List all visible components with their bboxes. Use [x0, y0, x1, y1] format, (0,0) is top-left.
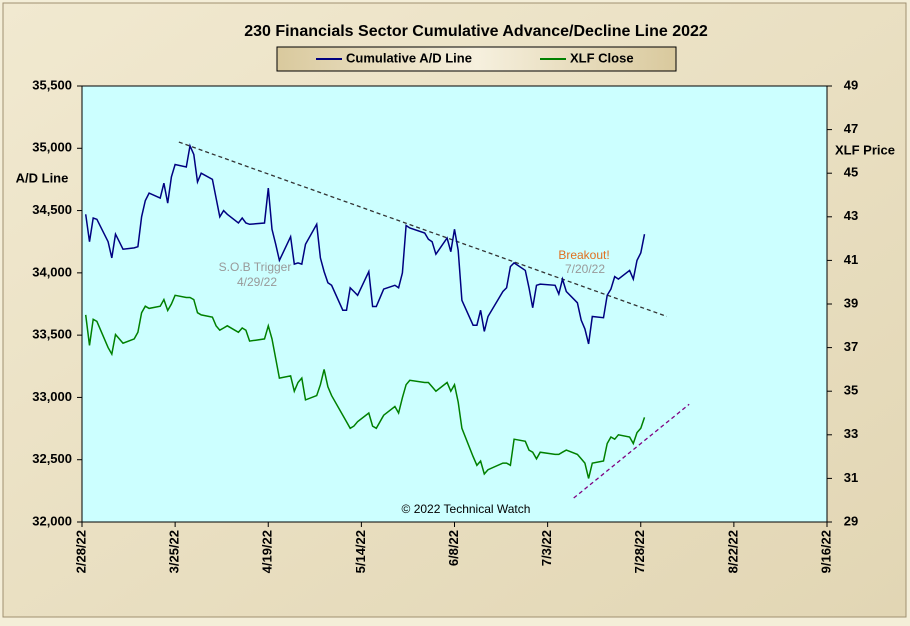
- legend: [276, 46, 677, 72]
- x-tick-label: 8/22/22: [725, 530, 740, 573]
- x-tick-label: 9/16/22: [818, 530, 833, 573]
- x-tick-label: 6/8/22: [446, 530, 461, 566]
- y2-tick-label: 35: [844, 383, 858, 398]
- legend-label: Cumulative A/D Line: [346, 50, 472, 65]
- y-tick-label: 33,500: [32, 327, 72, 342]
- series-line: [84, 294, 646, 479]
- y-tick-label: 32,500: [32, 451, 72, 466]
- trend-line: [573, 403, 690, 499]
- y2-tick-label: 43: [844, 208, 858, 223]
- chart-title: 230 Financials Sector Cumulative Advance…: [244, 23, 708, 40]
- x-tick-label: 5/14/22: [353, 530, 368, 573]
- y2-tick-label: 45: [844, 165, 858, 180]
- legend-label: XLF Close: [570, 50, 634, 65]
- y2-tick-label: 39: [844, 295, 858, 310]
- y2-tick-label: 29: [844, 513, 858, 528]
- y-axis-label: A/D Line: [16, 170, 69, 185]
- x-tick-label: 2/28/22: [73, 530, 88, 573]
- y-tick-label: 33,000: [32, 389, 72, 404]
- annotation: 4/29/22: [237, 275, 277, 289]
- y-tick-label: 35,000: [32, 140, 72, 155]
- y2-tick-label: 33: [844, 426, 858, 441]
- x-tick-label: 7/3/22: [539, 530, 554, 566]
- copyright: © 2022 Technical Watch: [402, 502, 531, 516]
- y-tick-label: 35,500: [32, 77, 72, 92]
- annotation: 7/20/22: [565, 262, 605, 276]
- y2-tick-label: 37: [844, 339, 858, 354]
- x-tick-label: 4/19/22: [260, 530, 275, 573]
- plot-area: [81, 85, 828, 523]
- y-tick-label: 32,000: [32, 513, 72, 528]
- y2-tick-label: 31: [844, 470, 858, 485]
- annotation: Breakout!: [558, 248, 609, 262]
- y2-axis-label: XLF Price: [835, 142, 895, 157]
- annotation: S.O.B Trigger: [219, 260, 292, 274]
- x-tick-label: 3/25/22: [167, 530, 182, 573]
- series-line: [84, 143, 646, 345]
- y2-tick-label: 41: [844, 252, 858, 267]
- y-tick-label: 34,500: [32, 202, 72, 217]
- x-tick-label: 7/28/22: [632, 530, 647, 573]
- y-tick-label: 34,000: [32, 264, 72, 279]
- y2-tick-label: 47: [844, 121, 858, 136]
- trend-line: [178, 141, 668, 318]
- y2-tick-label: 49: [844, 77, 858, 92]
